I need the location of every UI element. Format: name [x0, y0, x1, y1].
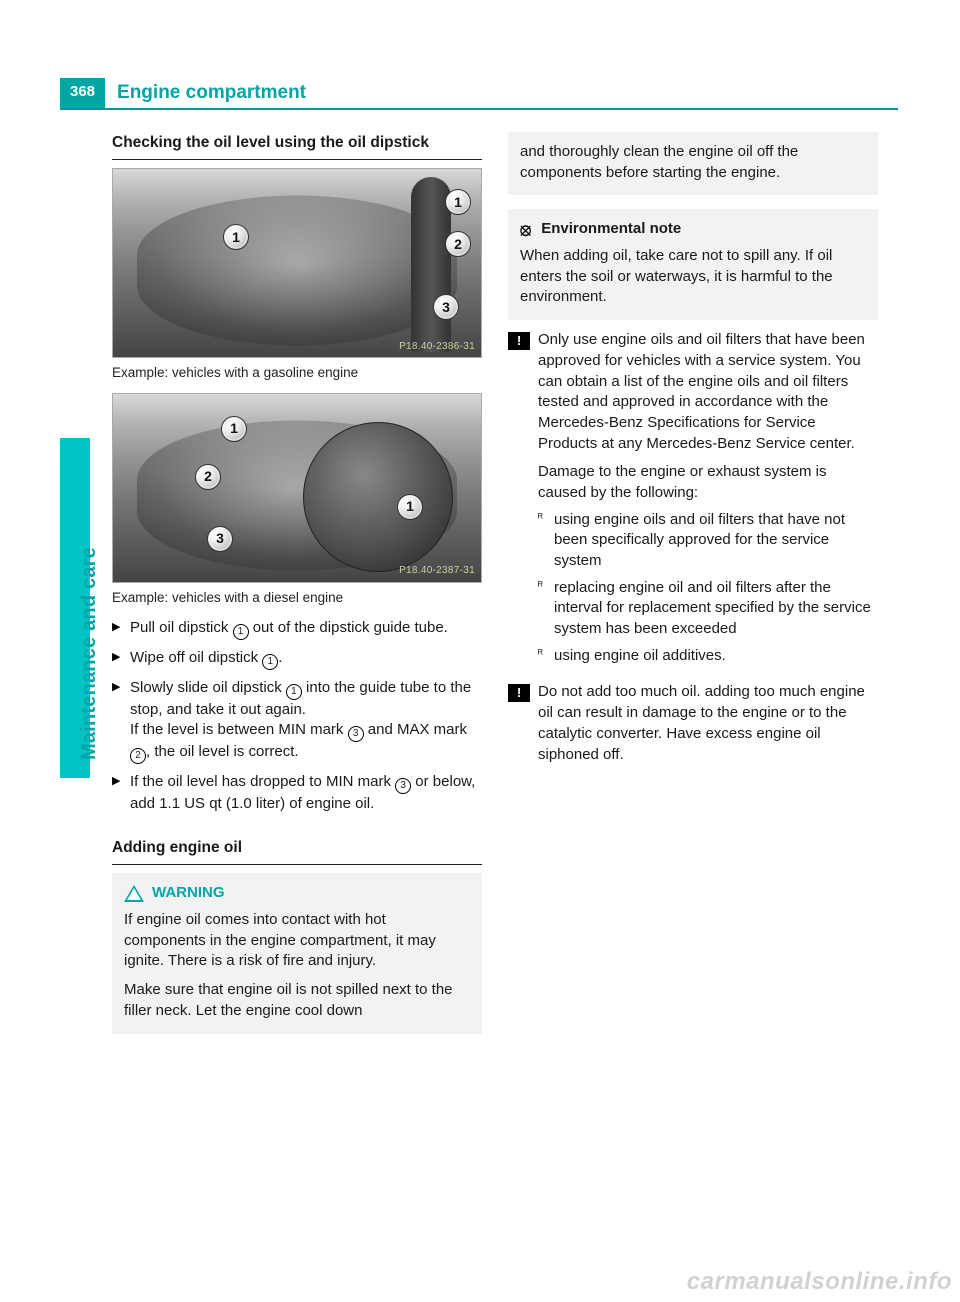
- page-number: 368: [60, 78, 105, 108]
- step-text: , the oil level is correct.: [146, 743, 299, 760]
- callout-2: 2: [445, 231, 471, 257]
- bullet-list: ᴿ using engine oils and oil filters that…: [538, 510, 878, 667]
- callout-2b: 2: [195, 464, 221, 490]
- page-content: 368 Engine compartment Checking the oil …: [60, 78, 898, 1034]
- bullet-marker: ᴿ: [538, 510, 554, 572]
- ref-1: 1: [233, 624, 249, 640]
- warning-icon: [124, 885, 144, 902]
- step-text: If the level is between MIN mark: [130, 721, 348, 738]
- watermark: carmanualsonline.info: [687, 1268, 952, 1296]
- bullet-text: using engine oil additives.: [554, 646, 878, 667]
- left-column: Checking the oil level using the oil dip…: [112, 132, 482, 1034]
- bullet-text: using engine oils and oil filters that h…: [554, 510, 878, 572]
- environmental-note-box: ⦻ Environmental note When adding oil, ta…: [508, 209, 878, 320]
- ref-3: 3: [348, 726, 364, 742]
- figure-caption-1: Example: vehicles with a gasoline engine: [112, 364, 482, 383]
- list-item: ᴿ using engine oils and oil filters that…: [538, 510, 878, 572]
- bullet-marker: ᴿ: [538, 646, 554, 667]
- step-3: ▶ Slowly slide oil dipstick 1 into the g…: [112, 678, 482, 765]
- section-rule: [112, 159, 482, 160]
- callout-1: 1: [223, 224, 249, 250]
- warning-text: If engine oil comes into contact with ho…: [124, 910, 470, 972]
- figure-code-1: P18.40-2386-31: [399, 340, 475, 354]
- warning-box: WARNING If engine oil comes into contact…: [112, 873, 482, 1033]
- step-text: If the oil level has dropped to MIN mark: [130, 773, 395, 790]
- list-item: ᴿ replacing engine oil and oil filters a…: [538, 578, 878, 640]
- note-text: Do not add too much oil. adding too much…: [538, 682, 878, 765]
- env-body: When adding oil, take care not to spill …: [520, 246, 866, 308]
- ref-3: 3: [395, 778, 411, 794]
- right-column: and thoroughly clean the engine oil off …: [508, 132, 878, 1034]
- figure-code-2: P18.40-2387-31: [399, 564, 475, 578]
- warning-text: Make sure that engine oil is not spilled…: [124, 980, 470, 1021]
- section-title-adding-oil: Adding engine oil: [112, 837, 482, 858]
- step-text: Pull oil dipstick: [130, 619, 233, 636]
- ref-2: 2: [130, 748, 146, 764]
- note-text: Only use engine oils and oil filters tha…: [538, 330, 878, 454]
- figure-caption-2: Example: vehicles with a diesel engine: [112, 589, 482, 608]
- step-marker: ▶: [112, 648, 130, 670]
- callout-1c: 1: [221, 416, 247, 442]
- section-title-check-oil: Checking the oil level using the oil dip…: [112, 132, 482, 153]
- important-note-1: ! Only use engine oils and oil filters t…: [508, 330, 878, 674]
- step-text: and MAX mark: [364, 721, 467, 738]
- ref-1: 1: [262, 654, 278, 670]
- step-text: out of the dipstick guide tube.: [249, 619, 448, 636]
- step-1: ▶ Pull oil dipstick 1 out of the dipstic…: [112, 618, 482, 640]
- warning-header: WARNING: [124, 883, 470, 904]
- section-rule: [112, 864, 482, 865]
- callout-1d: 1: [397, 494, 423, 520]
- step-marker: ▶: [112, 618, 130, 640]
- step-marker: ▶: [112, 772, 130, 815]
- callout-3: 3: [433, 294, 459, 320]
- step-text: .: [278, 649, 282, 666]
- figure-gasoline-engine: 1 1 2 3 P18.40-2386-31: [112, 168, 482, 358]
- step-4: ▶ If the oil level has dropped to MIN ma…: [112, 772, 482, 815]
- page-header: 368 Engine compartment: [60, 78, 898, 110]
- callout-3b: 3: [207, 526, 233, 552]
- note-text: Damage to the engine or exhaust system i…: [538, 462, 878, 503]
- warning-text-cont: and thoroughly clean the engine oil off …: [520, 142, 866, 183]
- important-note-2: ! Do not add too much oil. adding too mu…: [508, 682, 878, 765]
- bullet-text: replacing engine oil and oil filters aft…: [554, 578, 878, 640]
- step-2: ▶ Wipe off oil dipstick 1.: [112, 648, 482, 670]
- list-item: ᴿ using engine oil additives.: [538, 646, 878, 667]
- step-text: Wipe off oil dipstick: [130, 649, 262, 666]
- step-text: Slowly slide oil dipstick: [130, 679, 286, 696]
- environment-icon: ⦻: [520, 221, 531, 238]
- warning-label: WARNING: [152, 883, 225, 904]
- page-title: Engine compartment: [105, 78, 306, 108]
- ref-1: 1: [286, 684, 302, 700]
- figure-diesel-engine: 1 2 3 1 P18.40-2387-31: [112, 393, 482, 583]
- exclamation-icon: !: [508, 684, 530, 702]
- env-title: Environmental note: [541, 219, 681, 240]
- warning-box-cont: and thoroughly clean the engine oil off …: [508, 132, 878, 195]
- bullet-marker: ᴿ: [538, 578, 554, 640]
- step-marker: ▶: [112, 678, 130, 765]
- env-header: ⦻ Environmental note: [520, 219, 866, 240]
- callout-1b: 1: [445, 189, 471, 215]
- exclamation-icon: !: [508, 332, 530, 350]
